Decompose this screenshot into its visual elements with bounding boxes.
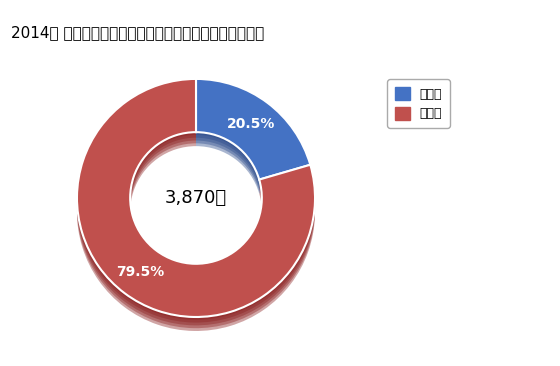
Wedge shape: [77, 79, 315, 317]
Wedge shape: [196, 93, 310, 194]
Wedge shape: [77, 79, 315, 317]
Wedge shape: [77, 82, 315, 320]
Wedge shape: [196, 79, 310, 180]
Wedge shape: [196, 90, 310, 191]
Text: 3,870人: 3,870人: [165, 189, 227, 207]
Text: 20.5%: 20.5%: [227, 117, 276, 131]
Wedge shape: [77, 85, 315, 322]
Wedge shape: [77, 90, 315, 328]
Wedge shape: [196, 85, 310, 185]
Wedge shape: [196, 82, 310, 182]
Wedge shape: [196, 87, 310, 188]
Text: 79.5%: 79.5%: [116, 265, 165, 279]
Wedge shape: [77, 87, 315, 325]
Wedge shape: [196, 79, 310, 180]
Legend: 小売業, 卸売業: 小売業, 卸売業: [387, 79, 450, 128]
Text: 2014年 商業の従業者数にしめる卸売業と小売業のシェア: 2014年 商業の従業者数にしめる卸売業と小売業のシェア: [11, 26, 264, 41]
Wedge shape: [77, 93, 315, 331]
